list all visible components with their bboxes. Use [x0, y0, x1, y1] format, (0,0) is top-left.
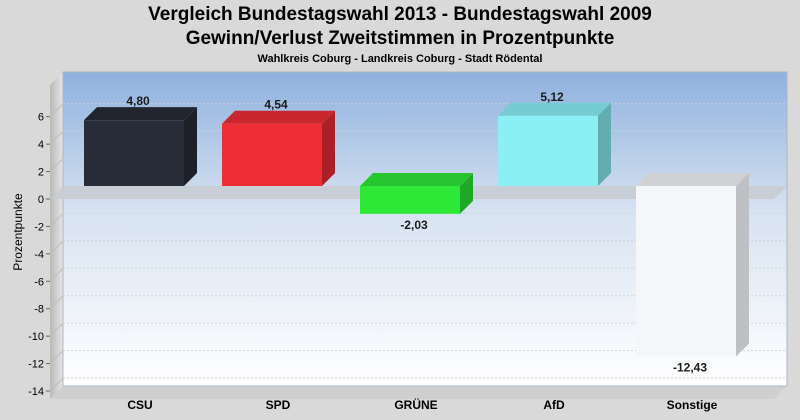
- y-tick-label: -8: [34, 304, 44, 316]
- y-tick-label: -10: [28, 331, 44, 343]
- grid-line-diag: [49, 240, 64, 255]
- bar-csu: [84, 107, 197, 186]
- bar-front: [636, 186, 736, 357]
- chart-subtitle: Wahlkreis Coburg - Landkreis Coburg - St…: [257, 53, 543, 65]
- bar-top: [636, 173, 749, 186]
- y-tick-label: -4: [34, 249, 44, 261]
- y-tick-label: -14: [28, 386, 44, 398]
- bar-afd: [498, 102, 611, 186]
- bar-side: [322, 110, 335, 186]
- data-label: -12,43: [673, 360, 707, 374]
- grid-line-diag: [49, 322, 64, 337]
- plot-floor: [50, 386, 787, 399]
- bar-front: [84, 120, 184, 186]
- grid-line-diag: [49, 267, 64, 282]
- data-label: 5,12: [540, 90, 564, 104]
- bar-spd: [222, 110, 335, 186]
- bar-front: [360, 186, 460, 214]
- bar-top: [498, 102, 611, 116]
- grid-line-diag: [49, 350, 64, 364]
- grid-line-diag: [49, 103, 64, 118]
- bar-side: [184, 107, 197, 186]
- data-labels: 4,80 4,54 -2,03 5,12 -12,43: [126, 90, 707, 375]
- bar-grüne: [360, 173, 473, 214]
- data-label: 4,54: [264, 98, 288, 112]
- data-label: -2,03: [400, 218, 428, 232]
- x-tick-label: SPD: [266, 398, 291, 412]
- y-axis-ticks: 6 4 2 0 -2 -4 -6 -8 -10 -12 -14: [28, 112, 50, 398]
- plot-left-wall: [50, 72, 63, 399]
- y-tick-label: 0: [38, 194, 44, 206]
- grid-line-diag: [49, 130, 64, 145]
- grid-line-diag: [49, 295, 64, 310]
- y-tick-label: 2: [38, 167, 44, 179]
- y-tick-label: -6: [34, 276, 44, 288]
- grid-line-diag: [49, 158, 64, 172]
- grid-line-diag: [49, 213, 64, 227]
- bar-side: [460, 173, 473, 214]
- grid-line-diag: [49, 377, 64, 392]
- bar-front: [222, 123, 322, 186]
- y-tick-label: -12: [28, 359, 44, 371]
- y-axis-label: Prozentpunkte: [11, 193, 25, 271]
- x-axis-ticks: CSU SPD GRÜNE AfD Sonstige: [127, 397, 717, 412]
- data-label: 4,80: [126, 94, 150, 108]
- y-tick-label: 4: [38, 139, 44, 151]
- bar-top: [84, 107, 197, 121]
- chart-title-line2: Gewinn/Verlust Zweitstimmen in Prozentpu…: [185, 28, 615, 49]
- x-tick-label: AfD: [543, 398, 565, 412]
- chart-title-line1: Vergleich Bundestagswahl 2013 - Bundesta…: [148, 4, 652, 25]
- bar-top: [222, 110, 335, 124]
- bars-group: [84, 102, 749, 357]
- x-tick-label: CSU: [127, 398, 152, 412]
- bar-front: [498, 115, 598, 186]
- bar-top: [360, 173, 473, 186]
- bar-side: [736, 173, 749, 357]
- bar-side: [598, 102, 611, 186]
- y-tick-label: -2: [34, 221, 44, 233]
- x-tick-label: GRÜNE: [394, 397, 437, 412]
- x-tick-label: Sonstige: [667, 398, 718, 412]
- bar-sonstige: [636, 173, 749, 357]
- y-tick-label: 6: [38, 112, 44, 124]
